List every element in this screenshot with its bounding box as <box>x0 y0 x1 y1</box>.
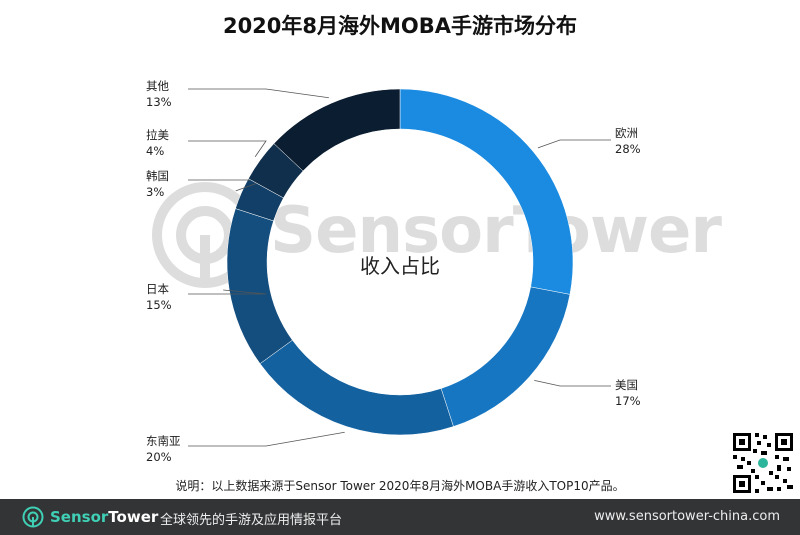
leader-line-other <box>188 88 329 99</box>
slice-label-europe: 欧洲 28% <box>615 125 641 157</box>
slice-label-latam: 拉美 4% <box>146 127 169 159</box>
slice-label-name: 日本 <box>146 282 169 296</box>
source-note: 说明：以上数据来源于Sensor Tower 2020年8月海外MOBA手游收入… <box>175 479 625 493</box>
footer-website-link[interactable]: www.sensortower-china.com <box>594 509 780 524</box>
donut-slice-japan <box>226 208 293 365</box>
slice-label-value: 3% <box>146 185 165 199</box>
brand-name: SensorTower <box>50 508 158 526</box>
slice-label-value: 28% <box>615 142 641 156</box>
donut-slice-southeast-asia <box>259 339 454 436</box>
leader-line-southeast-asia <box>188 431 345 447</box>
chart-title: 2020年8月海外MOBA手游市场分布 <box>222 14 578 38</box>
slice-label-name: 欧洲 <box>615 126 638 140</box>
slice-label-southeast-asia: 东南亚 20% <box>146 433 181 465</box>
donut-center-label: 收入占比 <box>360 254 440 278</box>
slice-label-value: 15% <box>146 298 172 312</box>
slice-label-korea: 韩国 3% <box>146 168 169 200</box>
slice-label-usa: 美国 17% <box>615 377 641 409</box>
donut-slice-other <box>273 88 401 172</box>
brand[interactable]: SensorTower <box>22 506 158 528</box>
qr-code <box>731 431 795 495</box>
slice-label-name: 东南亚 <box>146 434 181 448</box>
slice-label-name: 韩国 <box>146 169 169 183</box>
slice-label-value: 17% <box>615 394 641 408</box>
leader-line-usa <box>534 379 611 387</box>
slice-label-value: 4% <box>146 144 165 158</box>
slice-label-japan: 日本 15% <box>146 281 172 313</box>
slice-label-value: 20% <box>146 450 172 464</box>
brand-tower: Tower <box>108 508 159 526</box>
slice-label-other: 其他 13% <box>146 78 172 110</box>
donut-slice-usa <box>440 286 571 427</box>
leader-line-europe <box>537 139 611 149</box>
leader-line-japan <box>188 289 267 295</box>
footer-bar: SensorTower 全球领先的手游及应用情报平台 www.sensortow… <box>0 499 800 535</box>
brand-sensor: Sensor <box>50 508 109 526</box>
slice-label-value: 13% <box>146 95 172 109</box>
slice-label-name: 其他 <box>146 79 169 93</box>
slice-label-name: 拉美 <box>146 128 169 142</box>
footer-slogan: 全球领先的手游及应用情报平台 <box>160 513 343 528</box>
slice-label-name: 美国 <box>615 378 638 392</box>
sensortower-logo-icon <box>22 506 44 528</box>
leader-line-latam <box>188 140 267 158</box>
